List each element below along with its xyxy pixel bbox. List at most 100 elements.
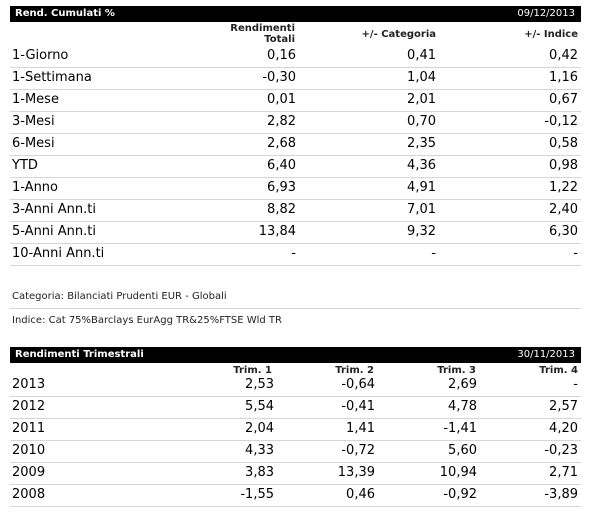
quarter-1-value: 5,54	[245, 399, 274, 414]
cumulative-returns-title: Rend. Cumulati %	[15, 8, 115, 19]
col-header-total-line1: Rendimenti	[230, 23, 295, 34]
category-diff: 9,32	[407, 224, 436, 239]
table-row: 2009 3,83 13,39 10,94 2,71	[10, 462, 581, 485]
quarter-3-value: 2,69	[448, 377, 477, 392]
quarter-1-value: 2,04	[245, 421, 274, 436]
total-return: -0,30	[262, 70, 296, 85]
category-diff: 4,91	[407, 180, 436, 195]
year-label: 2013	[12, 377, 46, 392]
year-label: 2012	[12, 399, 46, 414]
total-return: 0,16	[267, 48, 296, 63]
index-note: Indice: Cat 75%Barclays EurAgg TR&25%FTS…	[12, 315, 282, 326]
category-diff: -	[431, 246, 436, 261]
row-label: 1-Giorno	[12, 48, 69, 63]
row-label: 3-Anni Ann.ti	[12, 202, 97, 217]
row-label: 3-Mesi	[12, 114, 55, 129]
quarter-3-value: -0,92	[443, 487, 477, 502]
quarter-2-value: -0,41	[341, 399, 375, 414]
col-header-q4: Trim. 4	[539, 365, 578, 376]
total-return: 13,84	[258, 224, 296, 239]
table-row: 2008 -1,55 0,46 -0,92 -3,89	[10, 484, 581, 507]
quarter-4-value: -	[573, 377, 578, 392]
quarter-3-value: 10,94	[439, 465, 477, 480]
table-row: 2011 2,04 1,41 -1,41 4,20	[10, 418, 581, 441]
cumulative-returns-header: Rend. Cumulati % 09/12/2013	[10, 6, 581, 22]
table-row: 6-Mesi 2,68 2,35 0,58	[10, 133, 581, 156]
quarter-4-value: 4,20	[549, 421, 578, 436]
quarter-2-value: 13,39	[337, 465, 375, 480]
quarterly-returns-header: Rendimenti Trimestrali 30/11/2013	[10, 347, 581, 363]
index-diff: 0,42	[549, 48, 578, 63]
category-note: Categoria: Bilanciati Prudenti EUR - Glo…	[12, 291, 227, 302]
col-header-total: Rendimenti Totali	[230, 23, 295, 45]
index-diff: -	[573, 246, 578, 261]
index-diff: 6,30	[549, 224, 578, 239]
category-diff: 2,01	[407, 92, 436, 107]
col-header-q2: Trim. 2	[335, 365, 374, 376]
table-row: 1-Anno 6,93 4,91 1,22	[10, 177, 581, 200]
row-label: 10-Anni Ann.ti	[12, 246, 105, 261]
year-label: 2010	[12, 443, 46, 458]
index-diff: 0,58	[549, 136, 578, 151]
category-diff: 1,04	[407, 70, 436, 85]
row-label: 1-Settimana	[12, 70, 92, 85]
quarter-3-value: 5,60	[448, 443, 477, 458]
total-return: 8,82	[267, 202, 296, 217]
row-label: 1-Anno	[12, 180, 59, 195]
category-diff: 4,36	[407, 158, 436, 173]
col-header-q3: Trim. 3	[437, 365, 476, 376]
row-label: 5-Anni Ann.ti	[12, 224, 97, 239]
cumulative-returns-date: 09/12/2013	[517, 8, 575, 19]
table-row: 10-Anni Ann.ti - - -	[10, 243, 581, 266]
index-diff: 2,40	[549, 202, 578, 217]
table-row: 2013 2,53 -0,64 2,69 -	[10, 374, 581, 397]
index-diff: 1,22	[549, 180, 578, 195]
quarterly-returns-date: 30/11/2013	[517, 349, 575, 360]
table-row: 3-Mesi 2,82 0,70 -0,12	[10, 111, 581, 134]
total-return: -	[291, 246, 296, 261]
quarter-1-value: 3,83	[245, 465, 274, 480]
table-row: 1-Mese 0,01 2,01 0,67	[10, 89, 581, 112]
col-header-total-line2: Totali	[264, 34, 295, 45]
table-row: 1-Settimana -0,30 1,04 1,16	[10, 67, 581, 90]
quarter-4-value: -3,89	[544, 487, 578, 502]
quarter-2-value: 1,41	[346, 421, 375, 436]
quarter-4-value: 2,71	[549, 465, 578, 480]
quarter-3-value: 4,78	[448, 399, 477, 414]
quarter-3-value: -1,41	[443, 421, 477, 436]
quarter-1-value: -1,55	[240, 487, 274, 502]
category-diff: 0,41	[407, 48, 436, 63]
quarter-1-value: 4,33	[245, 443, 274, 458]
table-row: 5-Anni Ann.ti 13,84 9,32 6,30	[10, 221, 581, 244]
col-header-index: +/- Indice	[524, 29, 578, 40]
row-label: YTD	[12, 158, 38, 173]
table-row: 2012 5,54 -0,41 4,78 2,57	[10, 396, 581, 419]
year-label: 2008	[12, 487, 46, 502]
table-row: YTD 6,40 4,36 0,98	[10, 155, 581, 178]
index-diff: 1,16	[549, 70, 578, 85]
index-diff: -0,12	[544, 114, 578, 129]
row-label: 6-Mesi	[12, 136, 55, 151]
table-row: 1-Giorno 0,16 0,41 0,42	[10, 45, 581, 68]
total-return: 2,68	[267, 136, 296, 151]
year-label: 2011	[12, 421, 46, 436]
quarter-4-value: 2,57	[549, 399, 578, 414]
quarter-1-value: 2,53	[245, 377, 274, 392]
col-header-category: +/- Categoria	[361, 29, 436, 40]
total-return: 0,01	[267, 92, 296, 107]
quarter-2-value: -0,72	[341, 443, 375, 458]
category-diff: 0,70	[407, 114, 436, 129]
table-row: 3-Anni Ann.ti 8,82 7,01 2,40	[10, 199, 581, 222]
quarter-4-value: -0,23	[544, 443, 578, 458]
quarter-2-value: 0,46	[346, 487, 375, 502]
index-diff: 0,98	[549, 158, 578, 173]
year-label: 2009	[12, 465, 46, 480]
index-diff: 0,67	[549, 92, 578, 107]
total-return: 6,93	[267, 180, 296, 195]
quarter-2-value: -0,64	[341, 377, 375, 392]
quarterly-returns-title: Rendimenti Trimestrali	[15, 349, 144, 360]
total-return: 6,40	[267, 158, 296, 173]
category-diff: 2,35	[407, 136, 436, 151]
total-return: 2,82	[267, 114, 296, 129]
col-header-q1: Trim. 1	[233, 365, 272, 376]
